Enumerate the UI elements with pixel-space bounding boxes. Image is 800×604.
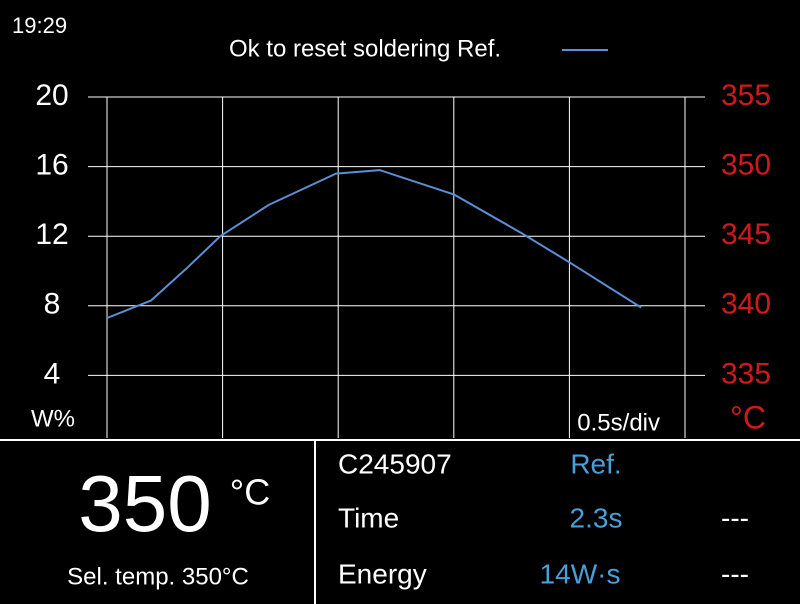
temperature: 350 — [78, 459, 211, 548]
chart-title: Ok to reset soldering Ref. — [229, 35, 501, 62]
ref-header: Ref. — [570, 448, 621, 479]
y2-tick-label: 355 — [721, 79, 771, 112]
tip-id: C245907 — [338, 448, 452, 479]
value: --- — [721, 558, 749, 589]
y-tick-label: 16 — [35, 149, 68, 182]
row-label: Time — [338, 502, 399, 533]
y-tick-label: 4 — [44, 357, 61, 390]
y-axis-label: W% — [31, 405, 75, 432]
ref-value: 14W·s — [540, 558, 621, 589]
value: --- — [721, 502, 749, 533]
x-axis-label: 0.5s/div — [577, 409, 660, 436]
y2-tick-label: 345 — [721, 218, 771, 251]
temperature-unit: °C — [230, 472, 270, 513]
series-line — [106, 169, 642, 319]
ref-value: 2.3s — [570, 502, 623, 533]
row-label: Energy — [338, 558, 427, 589]
selected-temp: Sel. temp. 350°C — [67, 563, 249, 590]
y2-axis-label: °C — [730, 399, 766, 435]
y2-tick-label: 340 — [721, 288, 771, 321]
y2-tick-label: 350 — [721, 149, 771, 182]
clock: 19:29 — [12, 13, 67, 38]
y2-tick-label: 335 — [721, 357, 771, 390]
y-tick-label: 12 — [35, 218, 68, 251]
y-tick-label: 20 — [35, 79, 68, 112]
y-tick-label: 8 — [44, 288, 61, 321]
